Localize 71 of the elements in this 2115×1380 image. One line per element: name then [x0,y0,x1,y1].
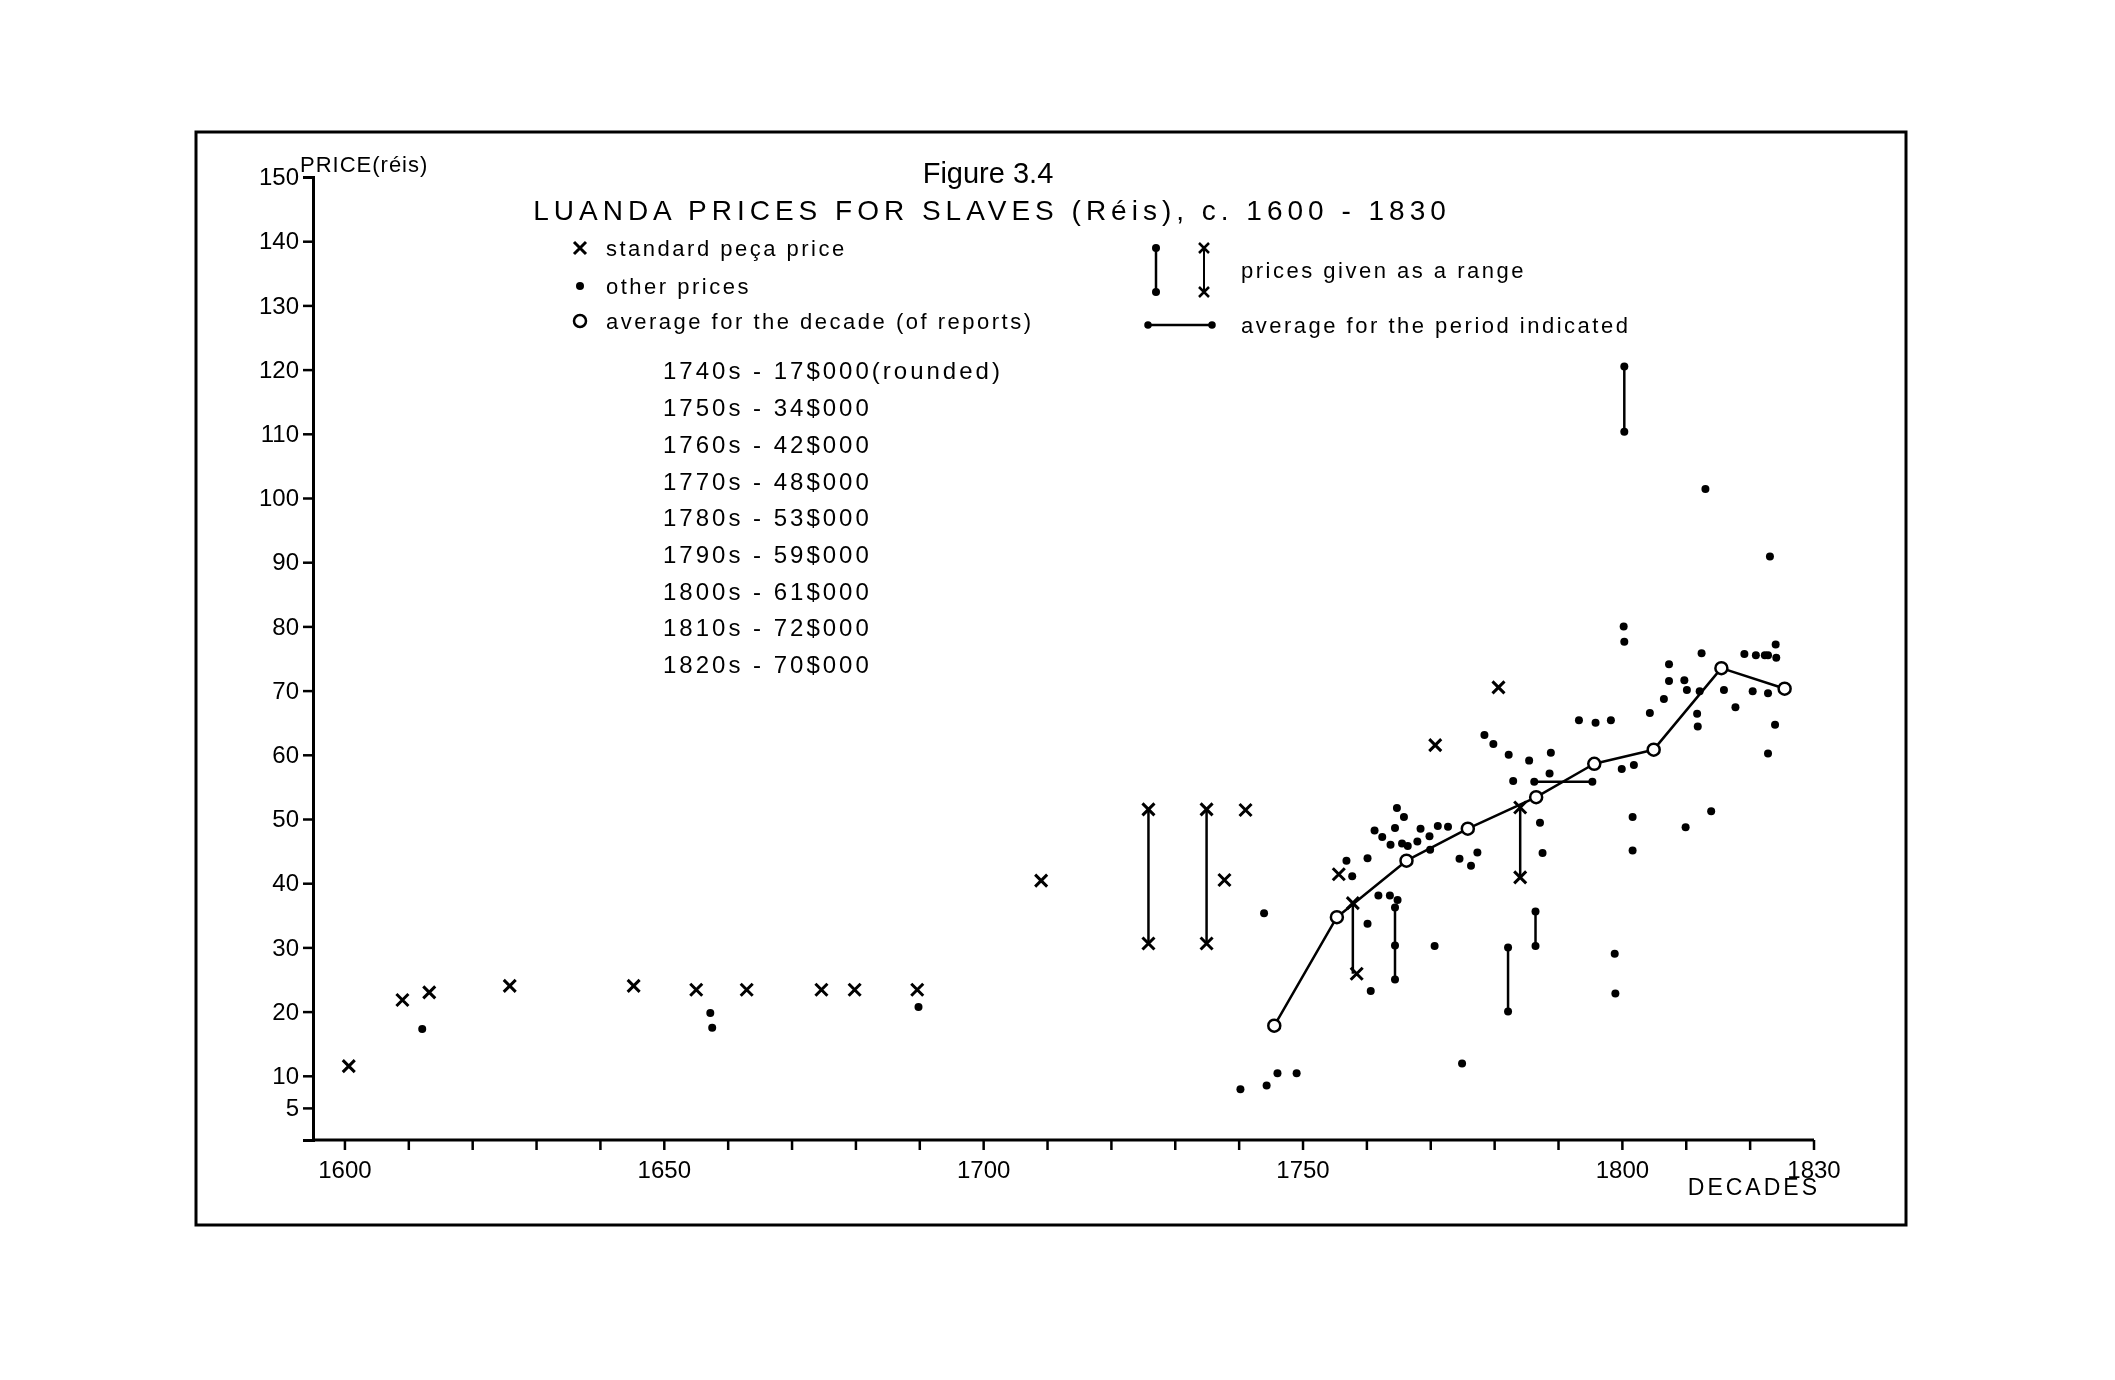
point [1267,1018,1282,1033]
y-axis-title: PRICE(réis) [300,152,429,177]
point [688,982,704,998]
point [421,984,437,1000]
legend-label: standard peça price [606,235,847,261]
point [1646,742,1661,757]
y-tick-label: 130 [258,291,299,319]
point [341,1058,357,1074]
point [1399,853,1414,868]
chart-title: Figure 3.4 [922,157,1054,189]
legend-label: other prices [606,273,751,299]
point [1329,909,1345,925]
point [1238,802,1254,818]
y-tick-label: 5 [285,1094,299,1122]
x-tick-label: 1800 [1595,1156,1650,1183]
point [1512,869,1528,885]
annotation: prices given as a range [1241,257,1526,283]
y-tick-label: 90 [272,548,299,576]
annotation: 1770s - 48$000 [663,467,872,495]
y-tick-label: 10 [272,1061,299,1089]
point [394,992,410,1008]
y-tick-label: 50 [272,805,299,833]
text: LUANDA PRICES FOR SLAVES (Réis), c. 1600 - 1830 [533,195,1451,226]
point [1140,801,1156,817]
point [739,982,755,998]
y-tick-label: 20 [272,997,299,1025]
y-tick-label: 110 [260,419,299,447]
point [1216,872,1232,888]
y-tick-label: 70 [272,676,299,704]
annotation: 1790s - 59$000 [663,540,872,568]
annotation: 1740s - 17$000(rounded) [663,357,1003,385]
y-tick-label: 120 [258,355,299,383]
point [847,982,863,998]
point [1490,679,1506,695]
point [1331,866,1347,882]
point [626,978,642,994]
annotation: 1780s - 53$000 [663,504,872,532]
point [1777,681,1792,696]
point [813,982,829,998]
annotation: 1810s - 72$000 [663,614,872,642]
point [1349,966,1365,982]
y-tick-label: 140 [258,227,299,255]
point [1714,660,1729,676]
y-tick-label: 80 [272,612,299,640]
annotation: 1820s - 70$000 [663,651,872,678]
y-tick-label: 40 [272,869,299,897]
y-tick-label: 30 [272,933,299,961]
legend-label: average for the period indicated [1241,312,1631,338]
point [1199,936,1215,952]
point [1512,799,1528,815]
y-tick-label: 60 [272,740,299,768]
annotation: 1760s - 42$000 [663,430,872,458]
annotation: 1750s - 34$000 [663,394,872,422]
point [1427,737,1443,753]
legend-label: average for the decade (of reports) [606,308,1034,334]
point [1528,789,1544,805]
point [1587,756,1602,772]
y-tick-label: 100 [258,484,299,512]
x-tick-label: 1650 [637,1156,691,1183]
point [502,978,518,994]
x-tick-label: 1700 [956,1156,1011,1183]
point [909,982,925,998]
point [1199,801,1215,817]
y-tick-label: 150 [258,163,299,191]
x-tick-label: 1600 [318,1156,372,1183]
point [1140,936,1156,952]
point [1460,821,1476,836]
point [1345,895,1361,911]
x-tick-label: 1750 [1276,1156,1330,1183]
annotation: 1800s - 61$000 [663,577,872,605]
point [1033,873,1049,889]
